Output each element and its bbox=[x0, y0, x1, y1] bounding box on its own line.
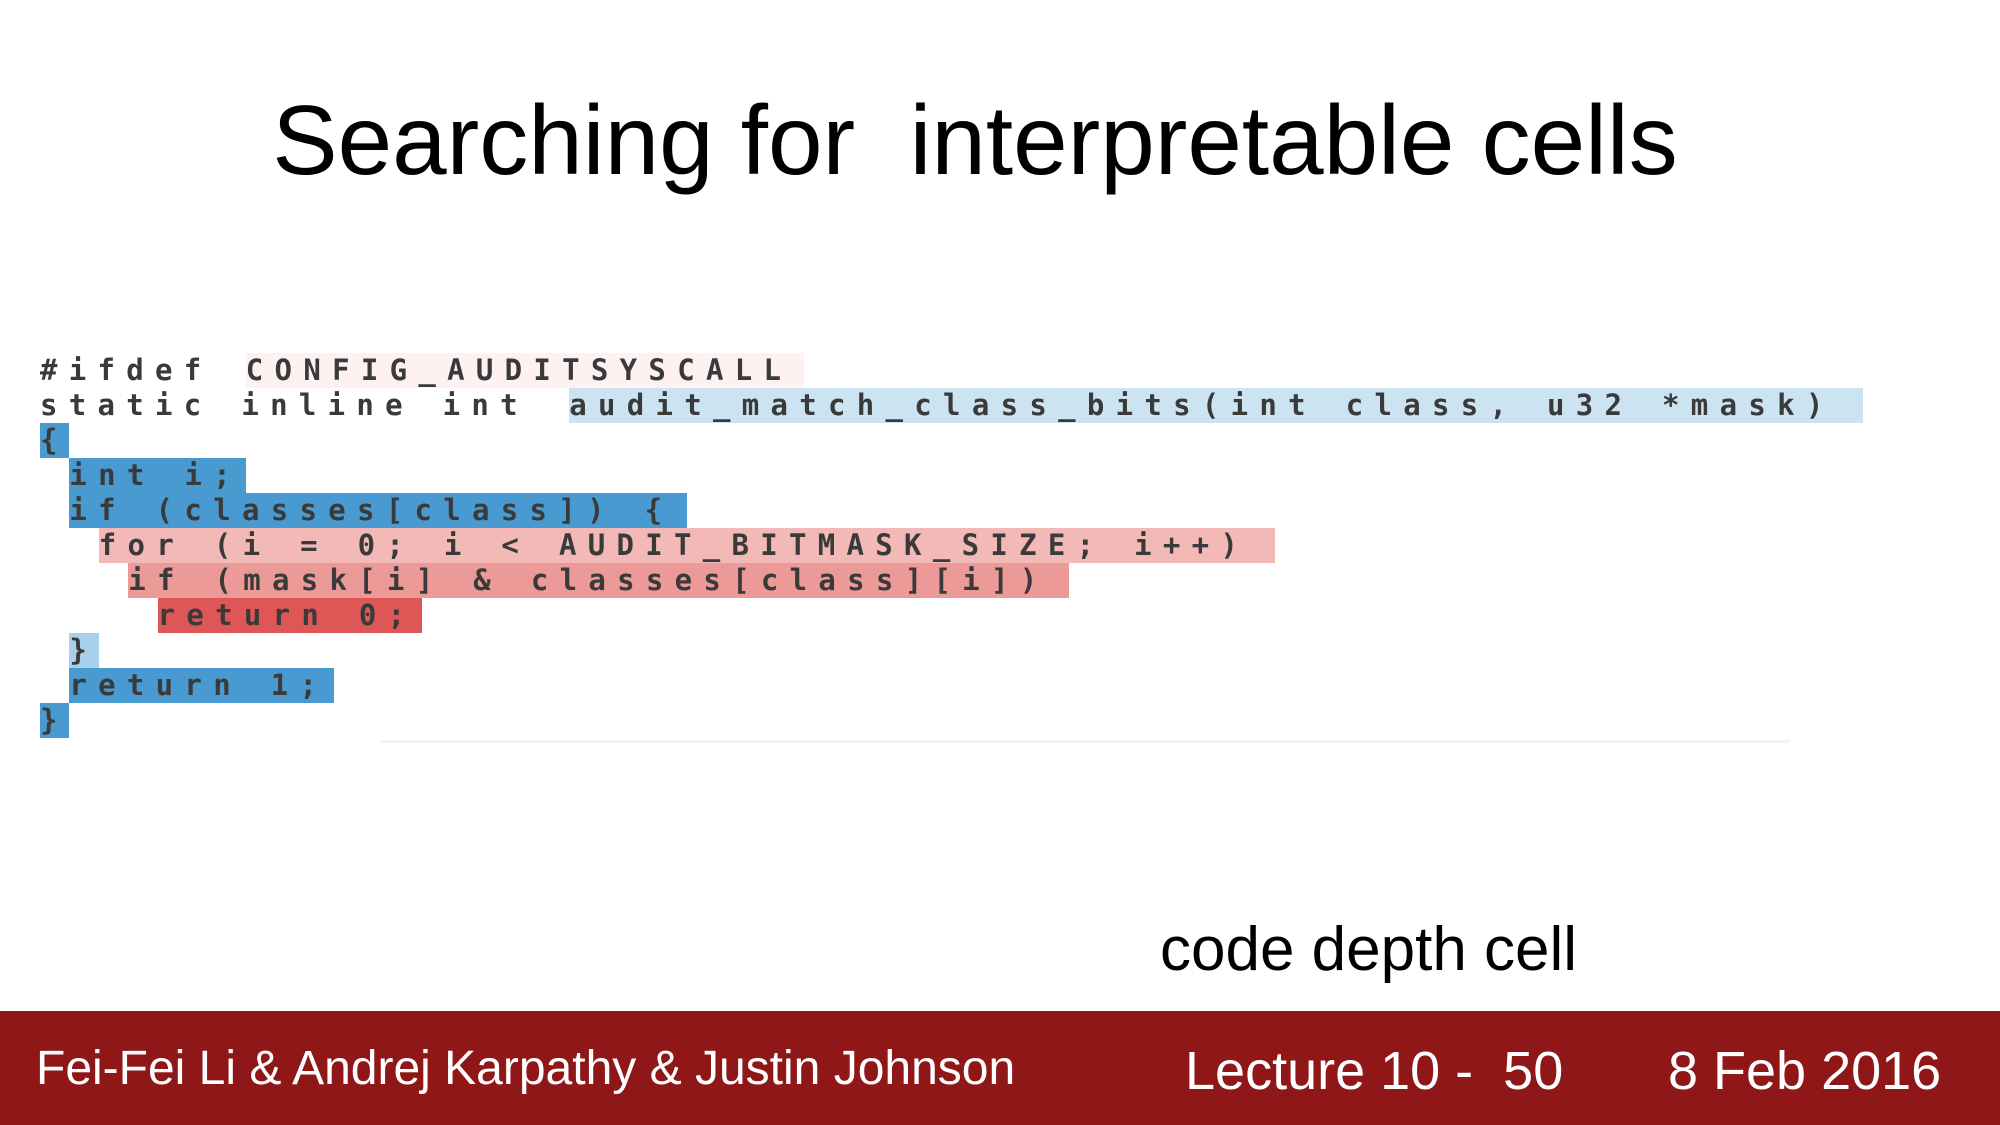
footer-lecture-number: Lecture 10 - 50 bbox=[1185, 1041, 1564, 1101]
code-snippet: #ifdef CONFIG_AUDITSYSCALL static inline … bbox=[40, 353, 1940, 743]
code-token: audit_match_class_bits(int class, u32 *m… bbox=[569, 388, 1863, 423]
code-line: int i; bbox=[40, 458, 1940, 493]
divider bbox=[380, 740, 1790, 743]
footer-date: 8 Feb 2016 bbox=[1668, 1041, 1942, 1101]
code-line: return 0; bbox=[40, 598, 1940, 633]
code-line: return 1; bbox=[40, 668, 1940, 703]
code-token: } bbox=[40, 703, 70, 738]
code-line: #ifdef CONFIG_AUDITSYSCALL bbox=[40, 353, 1940, 388]
code-line: if (classes[class]) { bbox=[40, 493, 1940, 528]
code-line: } bbox=[40, 633, 1940, 668]
code-token: } bbox=[69, 633, 99, 668]
code-token: #ifdef bbox=[40, 353, 246, 388]
code-line: } bbox=[40, 703, 1940, 738]
code-token bbox=[40, 493, 70, 528]
code-token: if (classes[class]) { bbox=[69, 493, 687, 528]
code-token: return 1; bbox=[69, 668, 334, 703]
cell-label: code depth cell bbox=[1160, 915, 1578, 984]
code-token: { bbox=[40, 423, 70, 458]
code-token bbox=[40, 668, 70, 703]
code-token: CONFIG_AUDITSYSCALL bbox=[245, 353, 805, 388]
footer-authors: Fei-Fei Li & Andrej Karpathy & Justin Jo… bbox=[36, 1042, 1016, 1095]
code-token bbox=[40, 563, 129, 598]
footer-bar: Fei-Fei Li & Andrej Karpathy & Justin Jo… bbox=[0, 1011, 2000, 1125]
code-token bbox=[40, 633, 70, 668]
code-token: return 0; bbox=[157, 598, 423, 633]
code-line: for (i = 0; i < AUDIT_BITMASK_SIZE; i++) bbox=[40, 528, 1940, 563]
code-token: static inline int bbox=[40, 388, 570, 423]
code-token: for (i = 0; i < AUDIT_BITMASK_SIZE; i++) bbox=[98, 528, 1275, 563]
code-token bbox=[40, 458, 70, 493]
code-token: int i; bbox=[69, 458, 246, 493]
code-line: { bbox=[40, 423, 1940, 458]
code-token bbox=[40, 598, 158, 633]
code-token: if (mask[i] & classes[class][i]) bbox=[128, 563, 1069, 598]
code-line: static inline int audit_match_class_bits… bbox=[40, 388, 1940, 423]
code-line: if (mask[i] & classes[class][i]) bbox=[40, 563, 1940, 598]
code-token bbox=[40, 528, 99, 563]
slide-title: Searching for interpretable cells bbox=[272, 85, 1678, 195]
